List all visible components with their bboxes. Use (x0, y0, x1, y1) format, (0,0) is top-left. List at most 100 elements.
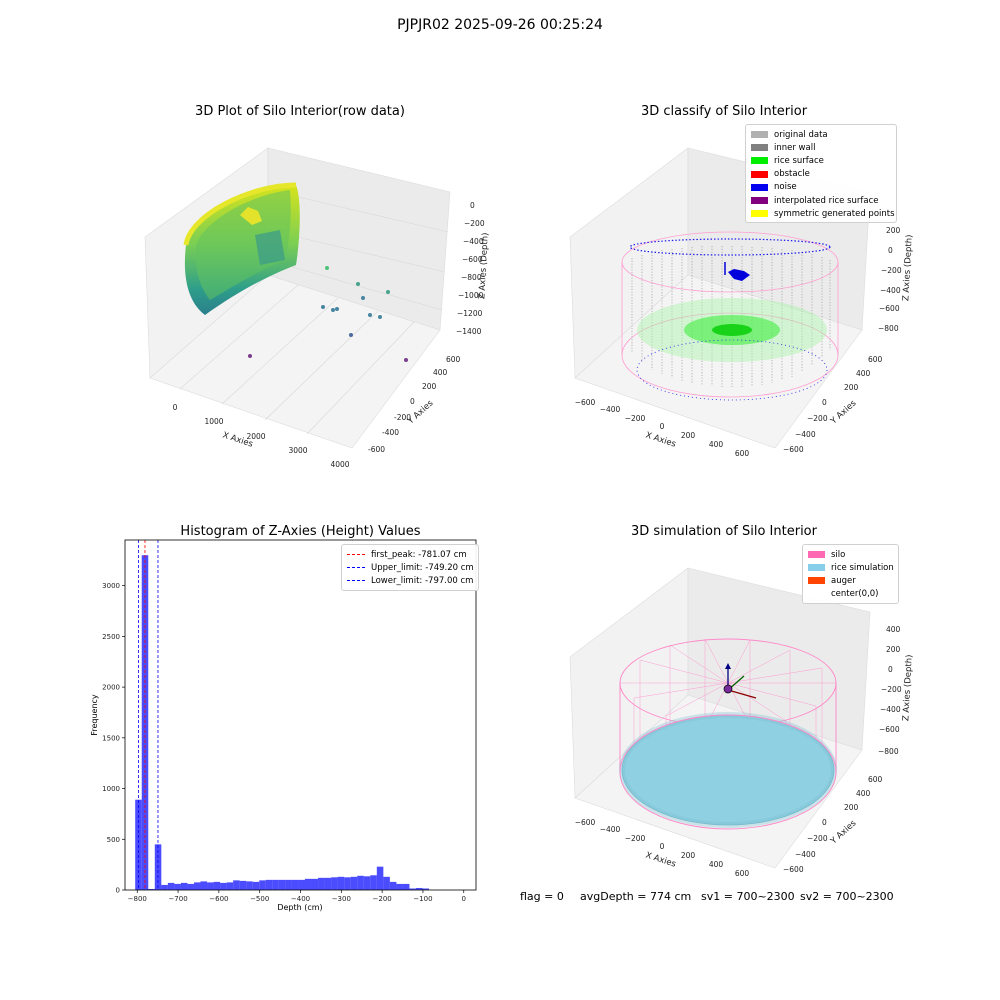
legend-label: symmetric generated points (774, 208, 895, 219)
y-tick-label: 2000 (102, 684, 120, 692)
classify-xtick: 0 (660, 422, 665, 431)
legend-label: center(0,0) (831, 589, 879, 600)
simulation-ztick: −800 (878, 747, 899, 756)
histogram-bar (259, 880, 266, 890)
simulation-ytick: 600 (868, 775, 883, 784)
simulation-ztick: −600 (879, 725, 900, 734)
simulation-ytick: 0 (822, 818, 827, 827)
histogram-bar (180, 882, 188, 890)
classify-ztick: 200 (886, 226, 901, 235)
raw-zlabel: Z Axies (Depth) (477, 232, 490, 299)
histogram-bar (402, 883, 410, 890)
histogram-bar (422, 888, 430, 890)
simulation-xtick: 200 (681, 851, 696, 860)
legend-item: first_peak: -781.07 cm (347, 548, 473, 561)
x-tick-label: −200 (373, 895, 392, 903)
legend-label: silo (831, 549, 846, 560)
histogram-bar (278, 879, 286, 890)
legend-item: silo (808, 548, 893, 561)
legend-label: Lower_limit: -797.00 cm (371, 575, 474, 586)
histogram-bar (220, 882, 227, 890)
legend-label: noise (774, 182, 797, 193)
x-tick-label: −300 (332, 895, 351, 903)
histogram-bar (174, 883, 181, 890)
histogram-bar (304, 878, 312, 890)
legend-swatch (808, 564, 825, 572)
classify-ztick: −200 (881, 266, 902, 275)
legend-swatch (751, 157, 768, 165)
legend-item: noise (751, 181, 891, 194)
histogram-bar (233, 880, 240, 890)
raw-ztick: 0 (470, 201, 475, 210)
y-tick-label: 500 (107, 836, 120, 844)
raw-3d-plot: 0 1000 2000 3000 4000 -600 -400 -200 0 2… (144, 147, 491, 469)
raw-xtick: 2000 (246, 432, 265, 441)
raw-ztick: −200 (464, 219, 485, 228)
raw-ztick: −1200 (457, 309, 483, 318)
raw-ztick: −400 (463, 237, 484, 246)
legend-item: rice surface (751, 154, 891, 167)
simulation-ztick: −200 (881, 685, 902, 694)
legend-item: symmetric generated points (751, 207, 895, 220)
raw-ytick: 400 (433, 368, 448, 377)
classify-ztick: −800 (878, 324, 899, 333)
classify-ztick: −600 (879, 304, 900, 313)
y-tick-label: 2500 (102, 633, 120, 641)
classify-ytick: 600 (868, 355, 883, 364)
simulation-ylabel: Y Axies (828, 818, 859, 847)
legend-label: Upper_limit: -749.20 cm (371, 562, 474, 573)
simulation-ztick: 0 (888, 665, 893, 674)
histogram-frame (124, 539, 477, 891)
histogram-bar (344, 877, 351, 890)
raw-ztick: −1000 (458, 291, 484, 300)
legend-item: interpolated rice surface (751, 194, 891, 207)
legend-label: rice simulation (831, 562, 894, 573)
legend-swatch (751, 197, 768, 205)
histogram-bar (331, 877, 338, 890)
legend-swatch (751, 183, 768, 191)
legend-swatch (808, 551, 825, 559)
histogram-reference-lines (138, 540, 159, 890)
raw-outlier-points (248, 266, 408, 362)
histogram-bar (213, 881, 221, 890)
simulation-ztick: 400 (886, 625, 901, 634)
histogram-bar (265, 879, 273, 890)
classify-zlabel: Z Axies (Depth) (901, 234, 914, 301)
simulation-ytick: 400 (856, 789, 871, 798)
raw-ytick: -600 (368, 445, 385, 454)
raw-point-cloud (183, 182, 300, 315)
y-tick-label: 3000 (102, 582, 120, 590)
histogram-bar (285, 879, 292, 890)
legend-item: obstacle (751, 168, 891, 181)
legend-swatch (751, 210, 768, 218)
histogram-bar (383, 876, 390, 890)
classify-xtick: 200 (681, 431, 696, 440)
y-tick-label: 1000 (102, 785, 120, 793)
simulation-legend: silo rice simulation auger center(0,0) (802, 544, 899, 604)
histogram-bars (135, 555, 430, 890)
raw-xtick: 4000 (330, 460, 349, 469)
histogram-ylabel: Frequency (90, 694, 99, 736)
simulation-plot-title: 3D simulation of Silo Interior (631, 524, 817, 539)
legend-item: Upper_limit: -749.20 cm (347, 561, 474, 574)
simulation-ytick: 200 (844, 803, 859, 812)
histogram-bar (370, 875, 377, 890)
classify-3d-plot: −600 −400 −200 0 200 400 600 −600 −400 −… (569, 147, 915, 458)
legend-label: inner wall (774, 142, 816, 153)
classify-ztick: −400 (880, 286, 901, 295)
raw-ztick: −800 (461, 273, 482, 282)
raw-ytick: -400 (382, 428, 399, 437)
raw-ytick: 600 (446, 355, 461, 364)
simulation-3d-plot: −600 −400 −200 0 200 400 600 −600 −400 −… (569, 567, 915, 878)
y-tick-label: 1500 (102, 734, 120, 742)
x-tick-label: −500 (250, 895, 269, 903)
histogram-bar (272, 879, 279, 890)
histogram-bar (135, 799, 142, 890)
raw-plot-title: 3D Plot of Silo Interior(row data) (195, 104, 405, 119)
classify-ylabel: Y Axies (828, 398, 859, 427)
histogram-bar (167, 882, 175, 890)
simulation-ztick: −400 (880, 705, 901, 714)
histogram-bar (239, 880, 247, 890)
legend-label: original data (774, 129, 828, 140)
legend-item: rice simulation (808, 561, 894, 574)
